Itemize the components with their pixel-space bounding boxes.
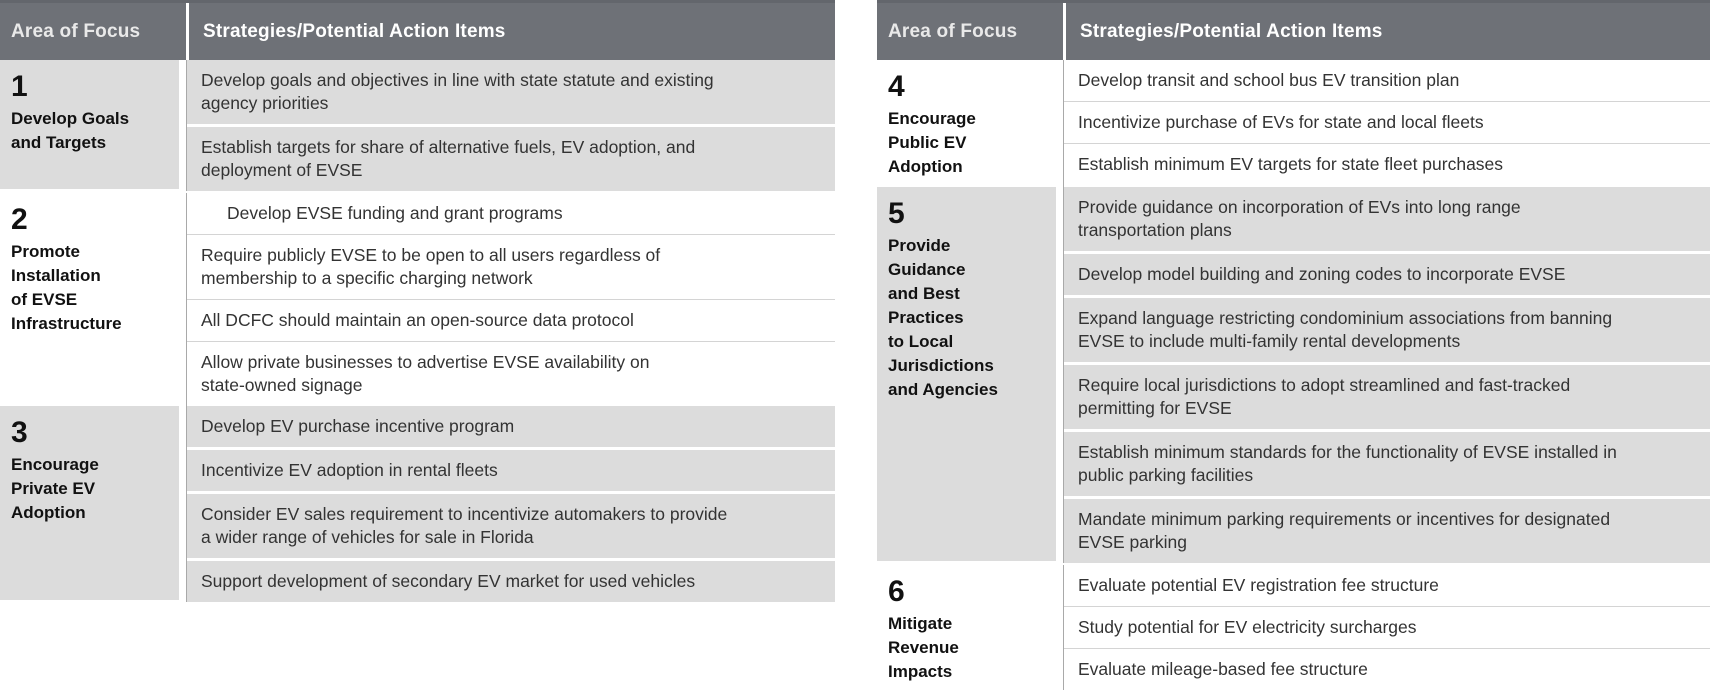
focus-area-section-4: 4 Encourage Public EV Adoption Develop tra… <box>877 60 1710 187</box>
strategy-item: Mandate minimum parking requirements or … <box>1064 496 1710 563</box>
focus-area-section-5: 5 Provide Guidance and Best Practices to … <box>877 187 1710 565</box>
strategy-item: Support development of secondary EV mark… <box>187 558 835 602</box>
focus-area-number: 6 <box>888 575 905 608</box>
focus-area-number: 5 <box>888 197 905 230</box>
table-body: 1 Develop Goals and Targets Develop goals … <box>0 60 835 604</box>
area-of-focus-cell: 4 Encourage Public EV Adoption <box>877 60 1056 187</box>
focus-area-number: 2 <box>11 203 28 236</box>
strategy-item: All DCFC should maintain an open-source … <box>187 299 835 341</box>
strategy-items: Provide guidance on incorporation of EVs… <box>1063 187 1710 563</box>
focus-area-label: Promote Installation of EVSE Infrastruct… <box>11 242 122 333</box>
focus-area-section-6: 6 Mitigate Revenue Impacts Evaluate potent… <box>877 565 1710 690</box>
strategy-items: Develop EV purchase incentive program Inc… <box>186 406 835 602</box>
strategy-item: Establish targets for share of alternati… <box>187 124 835 191</box>
strategy-table-left: Area of Focus Strategies/Potential Actio… <box>0 0 835 604</box>
area-of-focus-cell: 3 Encourage Private EV Adoption <box>0 406 179 602</box>
column-header-strategies: Strategies/Potential Action Items <box>1063 3 1710 60</box>
strategy-item: Allow private businesses to advertise EV… <box>187 341 835 406</box>
focus-area-section-1: 1 Develop Goals and Targets Develop goals … <box>0 60 835 193</box>
strategy-item: Develop goals and objectives in line wit… <box>187 60 835 124</box>
focus-area-label: Encourage Public EV Adoption <box>888 109 976 176</box>
area-of-focus-cell: 5 Provide Guidance and Best Practices to … <box>877 187 1056 563</box>
strategy-item: Expand language restricting condominium … <box>1064 295 1710 362</box>
column-header-area-of-focus: Area of Focus <box>11 20 141 42</box>
strategy-item: Evaluate mileage-based fee structure <box>1064 648 1710 690</box>
strategy-item: Require local jurisdictions to adopt str… <box>1064 362 1710 429</box>
focus-area-label: Mitigate Revenue Impacts <box>888 614 959 681</box>
strategy-table-right: Area of Focus Strategies/Potential Actio… <box>877 0 1710 690</box>
strategy-items: Evaluate potential EV registration fee s… <box>1063 565 1710 690</box>
focus-area-label: Develop Goals and Targets <box>11 109 130 152</box>
strategy-item: Develop model building and zoning codes … <box>1064 251 1710 295</box>
strategy-items: Develop goals and objectives in line wit… <box>186 60 835 191</box>
strategy-item: Establish minimum standards for the func… <box>1064 429 1710 496</box>
strategy-item: Consider EV sales requirement to incenti… <box>187 491 835 558</box>
area-of-focus-cell: 6 Mitigate Revenue Impacts <box>877 565 1056 690</box>
strategy-item: Develop EV purchase incentive program <box>187 406 835 447</box>
strategy-item: Evaluate potential EV registration fee s… <box>1064 565 1710 606</box>
strategy-item: Provide guidance on incorporation of EVs… <box>1064 187 1710 251</box>
focus-area-label: Provide Guidance and Best Practices to L… <box>888 236 998 399</box>
strategy-items: Develop EVSE funding and grant programs R… <box>186 193 835 406</box>
strategy-item: Require publicly EVSE to be open to all … <box>187 234 835 299</box>
area-of-focus-cell: 1 Develop Goals and Targets <box>0 60 179 191</box>
focus-area-section-2: 2 Promote Installation of EVSE Infrastruc… <box>0 193 835 406</box>
focus-area-number: 3 <box>11 416 28 449</box>
column-header-area-of-focus: Area of Focus <box>888 20 1018 42</box>
table-header: Area of Focus Strategies/Potential Actio… <box>0 0 835 60</box>
strategy-item: Develop EVSE funding and grant programs <box>187 193 835 234</box>
focus-area-number: 4 <box>888 70 905 103</box>
area-of-focus-cell: 2 Promote Installation of EVSE Infrastruc… <box>0 193 179 406</box>
strategy-item: Study potential for EV electricity surch… <box>1064 606 1710 648</box>
focus-area-label: Encourage Private EV Adoption <box>11 455 99 522</box>
strategy-item: Develop transit and school bus EV transi… <box>1064 60 1710 101</box>
strategy-item: Establish minimum EV targets for state f… <box>1064 143 1710 185</box>
column-header-strategies: Strategies/Potential Action Items <box>186 3 835 60</box>
focus-area-section-3: 3 Encourage Private EV Adoption Develop EV… <box>0 406 835 604</box>
strategy-item: Incentivize purchase of EVs for state an… <box>1064 101 1710 143</box>
table-body: 4 Encourage Public EV Adoption Develop tra… <box>877 60 1710 690</box>
strategy-item: Incentivize EV adoption in rental fleets <box>187 447 835 491</box>
strategy-items: Develop transit and school bus EV transi… <box>1063 60 1710 187</box>
focus-area-number: 1 <box>11 70 28 103</box>
table-header: Area of Focus Strategies/Potential Actio… <box>877 0 1710 60</box>
